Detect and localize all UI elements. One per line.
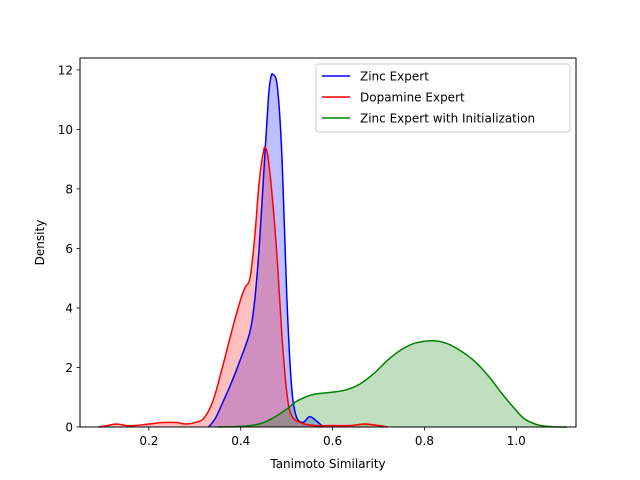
y-tick-label: 8 — [65, 182, 73, 196]
y-tick-label: 0 — [65, 421, 73, 435]
y-tick-label: 12 — [58, 63, 73, 77]
legend: Zinc Expert Dopamine Expert Zinc Expert wi… — [316, 64, 570, 132]
y-axis-label: Density — [33, 220, 47, 266]
y-tick-label: 2 — [65, 361, 73, 375]
y-axis: 0 2 4 6 8 10 12 — [58, 63, 80, 434]
legend-label-dopamine-expert: Dopamine Expert — [360, 91, 465, 105]
legend-label-zinc-expert-with-initialization: Zinc Expert with Initialization — [360, 112, 535, 126]
x-tick-label: 0.8 — [415, 434, 434, 448]
y-tick-label: 4 — [65, 301, 73, 315]
x-tick-label: 0.4 — [231, 434, 250, 448]
x-axis: 0.2 0.4 0.6 0.8 1.0 — [139, 427, 526, 448]
x-axis-label: Tanimoto Similarity — [269, 457, 385, 471]
x-tick-label: 0.2 — [139, 434, 158, 448]
y-tick-label: 6 — [65, 242, 73, 256]
legend-label-zinc-expert: Zinc Expert — [360, 70, 429, 84]
x-tick-label: 0.6 — [323, 434, 342, 448]
y-tick-label: 10 — [58, 123, 73, 137]
x-tick-label: 1.0 — [507, 434, 526, 448]
density-area-dopamine-expert — [98, 147, 387, 427]
